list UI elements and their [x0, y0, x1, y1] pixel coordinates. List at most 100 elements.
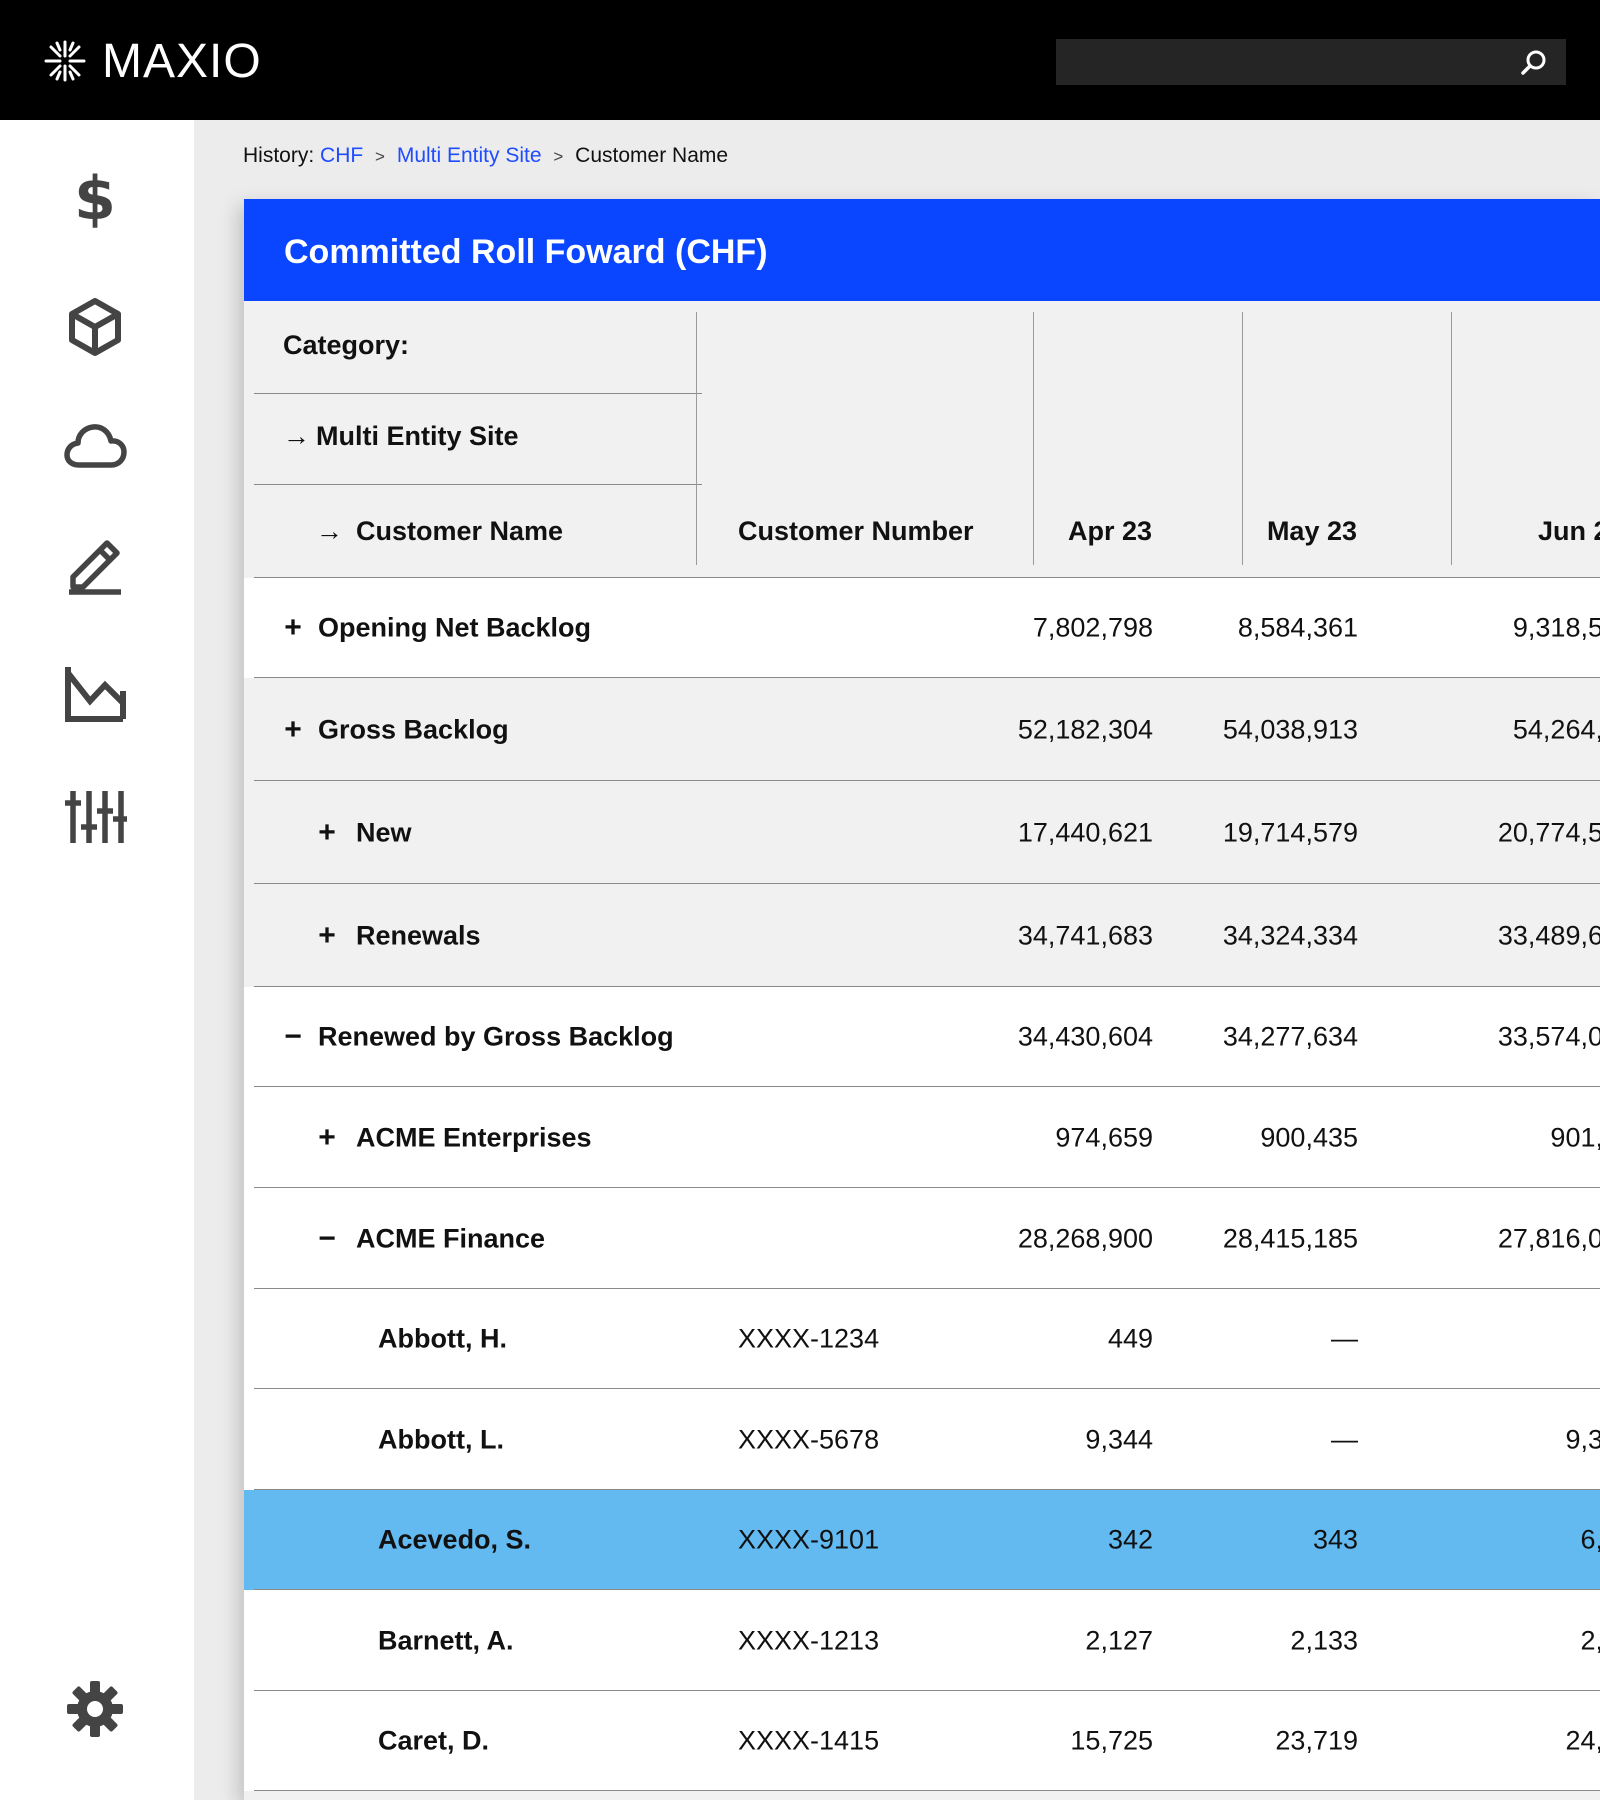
value-may-23: 34,324,334: [1222, 920, 1358, 950]
row-divider: [254, 1086, 1600, 1087]
table-row[interactable]: Acevedo, S. XXXX-9101 342 343 6,7: [244, 1490, 1600, 1590]
value-may-23: 343: [1312, 1524, 1358, 1555]
row-divider: [254, 1388, 1600, 1389]
value-may-23: 28,415,185: [1222, 1223, 1358, 1253]
search-box[interactable]: [1056, 39, 1566, 85]
value-apr-23: 34,741,683: [1017, 920, 1153, 950]
row-divider: [254, 1489, 1600, 1490]
column-divider: [1242, 312, 1243, 565]
row-divider: [254, 780, 1600, 781]
column-header-apr-23[interactable]: Apr 23: [1067, 516, 1152, 546]
row-label: Opening Net Backlog: [318, 612, 592, 643]
breadcrumb: History: CHF > Multi Entity Site > Custo…: [243, 144, 728, 168]
report-panel: Committed Roll Foward (CHF) Category: → …: [244, 199, 1600, 1800]
table-row[interactable]: + ACME Enterprises 974,659 900,435 901,3: [244, 1087, 1600, 1188]
table-row[interactable]: Abbott, L. XXXX-5678 9,344 — 9,38: [244, 1389, 1600, 1490]
column-header-jun[interactable]: Jun 2: [1538, 516, 1600, 546]
breadcrumb-link-chf[interactable]: CHF: [320, 144, 364, 167]
value-apr-23: 17,440,621: [1017, 817, 1153, 847]
customer-number: XXXX-1415: [738, 1725, 880, 1756]
value-jun: 9,38: [1565, 1424, 1600, 1454]
value-jun: 33,574,05: [1497, 1021, 1600, 1052]
header-bottom-divider: [254, 577, 1600, 578]
expand-icon[interactable]: +: [284, 611, 302, 644]
table-row[interactable]: + New 17,440,621 19,714,579 20,774,56: [244, 781, 1600, 884]
breadcrumb-separator: >: [375, 147, 385, 166]
breadcrumb-link-multi-entity-site[interactable]: Multi Entity Site: [396, 144, 542, 167]
brand-name: MAXIO: [102, 34, 262, 88]
customer-number: XXXX-1234: [738, 1323, 880, 1354]
column-header-may-23[interactable]: May 23: [1266, 516, 1357, 546]
row-divider: [254, 1187, 1600, 1188]
value-jun: 27,816,09: [1497, 1223, 1600, 1253]
table-row[interactable]: Caret, D. XXXX-1415 15,725 23,719 24,0: [244, 1691, 1600, 1791]
sidebar-item-settings-sliders[interactable]: [60, 782, 130, 852]
cloud-icon: [64, 424, 127, 468]
value-jun: 9,318,56: [1512, 612, 1600, 643]
row-divider: [254, 986, 1600, 987]
cube-icon: [69, 298, 121, 356]
collapse-icon[interactable]: −: [318, 1221, 336, 1255]
value-apr-23: 974,659: [1055, 1122, 1153, 1152]
category-label: Category:: [283, 330, 410, 360]
header-divider: [254, 393, 702, 394]
row-label: Abbott, L.: [378, 1424, 504, 1454]
value-may-23: 34,277,634: [1222, 1021, 1358, 1052]
pencil-icon: [69, 540, 121, 595]
row-label: Barnett, A.: [378, 1625, 514, 1655]
value-apr-23: 9,344: [1085, 1424, 1153, 1454]
row-divider: [254, 1790, 1600, 1791]
value-may-23: 2,133: [1290, 1625, 1358, 1655]
sidebar-item-products[interactable]: [60, 292, 130, 362]
table-row[interactable]: + Renewals 34,741,683 34,324,334 33,489,68: [244, 884, 1600, 987]
group-level-1[interactable]: Multi Entity Site: [316, 421, 519, 451]
row-divider: [254, 883, 1600, 884]
expand-icon[interactable]: +: [318, 918, 336, 952]
table-row[interactable]: + Opening Net Backlog 7,802,798 8,584,361 9,…: [244, 578, 1600, 678]
value-may-23: 8,584,361: [1237, 612, 1358, 643]
header-divider: [254, 484, 702, 485]
main-content: History: CHF > Multi Entity Site > Custo…: [194, 120, 1600, 1800]
report-title: Committed Roll Foward (CHF): [244, 199, 1600, 301]
sidebar-item-edit[interactable]: [60, 530, 130, 600]
collapse-icon[interactable]: −: [284, 1020, 302, 1053]
sidebar-item-analytics[interactable]: [60, 658, 130, 728]
row-divider: [254, 1288, 1600, 1289]
value-apr-23: 449: [1107, 1323, 1153, 1354]
value-may-23: 54,038,913: [1222, 714, 1358, 744]
group-level-2[interactable]: Customer Name: [356, 516, 564, 546]
breadcrumb-prefix: History:: [243, 144, 315, 167]
search-icon[interactable]: [1520, 49, 1548, 77]
column-header-customer-number[interactable]: Customer Number: [738, 516, 974, 546]
table-row[interactable]: Barnett, A. XXXX-1213 2,127 2,133 2,1: [244, 1590, 1600, 1691]
row-label: ACME Finance: [356, 1223, 546, 1253]
breadcrumb-current: Customer Name: [575, 144, 729, 167]
value-jun: 6,7: [1580, 1524, 1600, 1555]
sliders-icon: [65, 791, 127, 843]
value-apr-23: 52,182,304: [1017, 714, 1153, 744]
row-label: Caret, D.: [378, 1725, 490, 1756]
row-label: Gross Backlog: [318, 714, 509, 744]
expand-icon[interactable]: +: [284, 712, 302, 746]
value-jun: 33,489,68: [1497, 920, 1600, 950]
value-jun: 54,264,2: [1512, 714, 1600, 744]
gear-icon: [67, 1681, 123, 1737]
value-jun: 20,774,56: [1497, 817, 1600, 847]
sidebar-item-billing[interactable]: $: [60, 164, 130, 234]
sidebar-item-settings[interactable]: [60, 1674, 130, 1744]
table-row[interactable]: − Renewed by Gross Backlog 34,430,604 34,27…: [244, 987, 1600, 1087]
customer-number: XXXX-5678: [738, 1424, 880, 1454]
value-apr-23: 2,127: [1085, 1625, 1153, 1655]
expand-icon[interactable]: +: [318, 1120, 336, 1154]
column-divider: [1451, 312, 1452, 565]
search-input[interactable]: [1056, 39, 1566, 85]
customer-number: XXXX-1213: [738, 1625, 880, 1655]
row-label: Renewals: [356, 920, 481, 950]
sidebar-item-cloud[interactable]: [60, 412, 130, 482]
table-row[interactable]: + Gross Backlog 52,182,304 54,038,913 54,264…: [244, 678, 1600, 781]
maxio-logo[interactable]: MAXIO: [42, 34, 262, 88]
table-row[interactable]: − ACME Finance 28,268,900 28,415,185 27,816,…: [244, 1188, 1600, 1289]
chart-icon: [65, 667, 126, 722]
expand-icon[interactable]: +: [318, 815, 336, 849]
